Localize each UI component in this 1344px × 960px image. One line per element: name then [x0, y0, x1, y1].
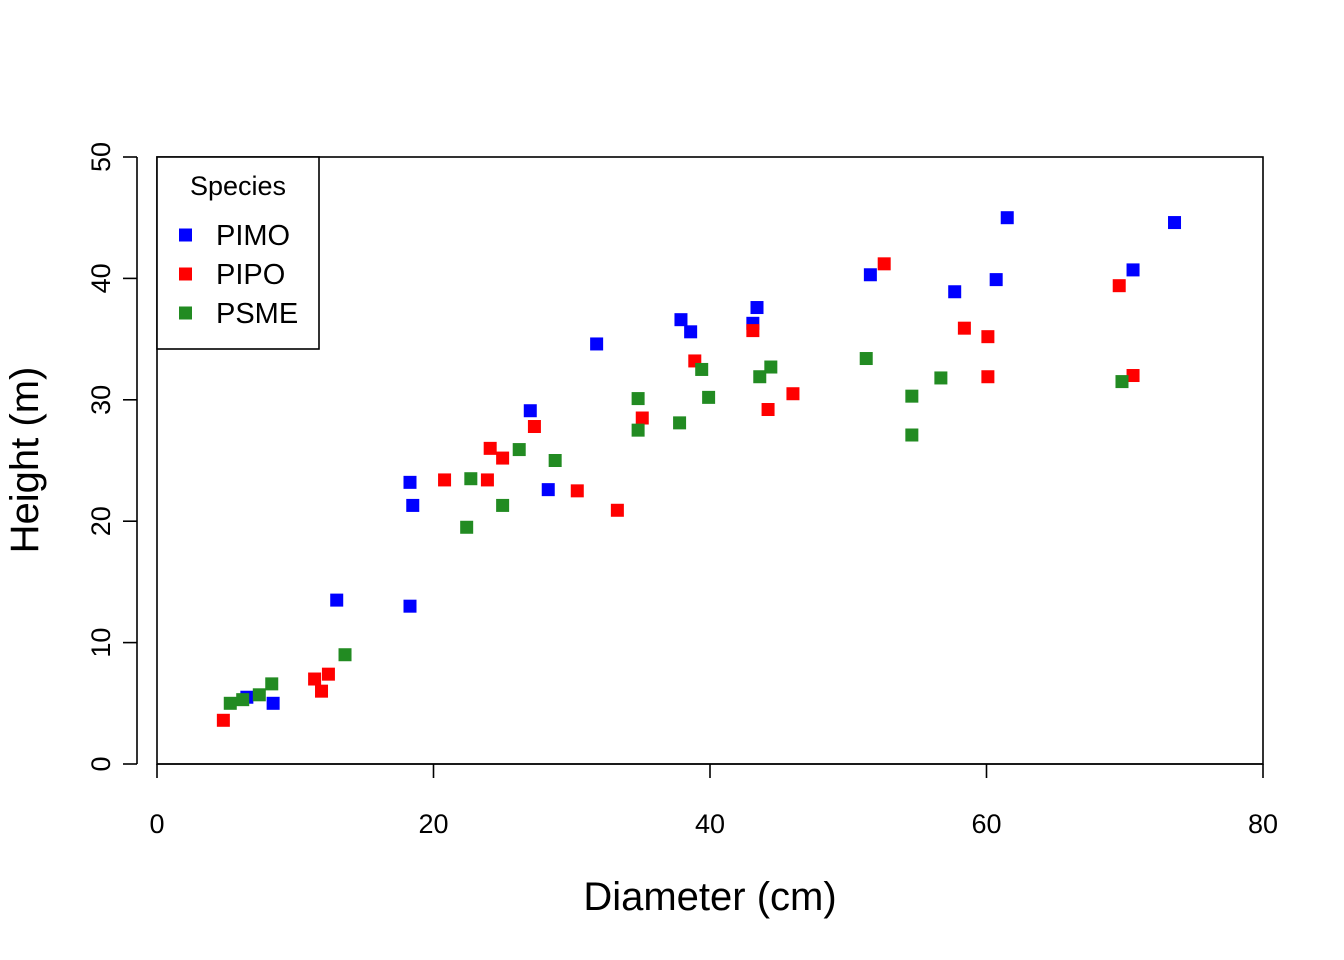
y-tick-label: 10: [86, 628, 116, 658]
point-pimo: [590, 337, 604, 351]
point-pipo: [483, 441, 497, 455]
point-pipo: [786, 387, 800, 401]
point-pimo: [266, 696, 280, 710]
point-pimo: [1126, 263, 1140, 277]
point-psme: [236, 693, 250, 707]
point-pipo: [761, 403, 775, 417]
y-axis-title: Height (m): [3, 367, 47, 554]
point-pipo: [570, 484, 584, 498]
legend-label-pimo: PIMO: [216, 220, 290, 252]
point-psme: [753, 370, 767, 384]
point-pipo: [321, 667, 335, 681]
point-pimo: [406, 498, 420, 512]
point-pimo: [948, 285, 962, 299]
x-tick-label: 80: [1248, 809, 1278, 839]
point-pipo: [480, 473, 494, 487]
legend: Species PIMO PIPO PSME: [156, 156, 320, 350]
x-tick-label: 60: [971, 809, 1001, 839]
point-pipo: [308, 672, 322, 686]
point-pimo: [750, 301, 764, 315]
point-psme: [905, 389, 919, 403]
y-axis: 0 10 20 30 40 50: [86, 142, 138, 772]
point-pimo: [1000, 211, 1014, 225]
point-pimo: [403, 475, 417, 489]
point-psme: [223, 696, 237, 710]
legend-label-pipo: PIPO: [216, 259, 285, 291]
point-psme: [934, 371, 948, 385]
point-psme: [338, 648, 352, 662]
point-pimo: [1168, 216, 1182, 230]
data-points: [216, 211, 1182, 727]
legend-title: Species: [190, 171, 286, 201]
point-pimo: [541, 483, 555, 497]
point-psme: [702, 390, 716, 404]
point-psme: [905, 428, 919, 442]
point-psme: [512, 443, 526, 457]
y-tick-label: 0: [86, 756, 116, 771]
point-pipo: [981, 370, 995, 384]
point-psme: [764, 360, 778, 374]
point-psme: [673, 416, 687, 430]
x-tick-label: 0: [149, 809, 164, 839]
point-pipo: [496, 451, 510, 465]
point-pimo: [403, 599, 417, 613]
x-axis-title: Diameter (cm): [583, 875, 836, 919]
point-pipo: [1112, 279, 1126, 293]
point-psme: [460, 520, 474, 534]
point-psme: [859, 352, 873, 366]
point-pipo: [1126, 369, 1140, 383]
y-tick-label: 50: [86, 142, 116, 172]
point-psme: [631, 423, 645, 437]
point-pipo: [981, 330, 995, 344]
point-psme: [631, 392, 645, 406]
point-pimo: [523, 404, 537, 418]
x-axis: 0 20 40 60 80: [149, 763, 1278, 839]
point-pimo: [989, 273, 1003, 287]
point-psme: [496, 498, 510, 512]
x-tick-label: 40: [695, 809, 725, 839]
point-pipo: [877, 257, 891, 271]
point-pimo: [684, 325, 698, 339]
legend-label-psme: PSME: [216, 298, 298, 330]
legend-swatch-pimo: [179, 228, 192, 242]
point-psme: [464, 472, 478, 486]
legend-swatch-pipo: [179, 267, 192, 281]
legend-swatch-psme: [179, 306, 192, 320]
point-pipo: [527, 420, 541, 434]
point-pimo: [330, 593, 344, 607]
point-pipo: [610, 503, 624, 517]
point-pimo: [863, 268, 877, 282]
point-pipo: [635, 411, 649, 425]
point-pipo: [957, 321, 971, 335]
point-pipo: [746, 324, 760, 338]
y-tick-label: 40: [86, 263, 116, 293]
point-pipo: [315, 684, 329, 698]
point-pimo: [674, 313, 688, 327]
point-psme: [265, 677, 279, 691]
point-psme: [695, 362, 709, 376]
x-tick-label: 20: [418, 809, 448, 839]
point-pipo: [438, 473, 452, 487]
point-psme: [548, 454, 562, 467]
y-tick-label: 20: [86, 506, 116, 536]
point-pipo: [216, 713, 230, 727]
point-psme: [1115, 375, 1129, 389]
y-tick-label: 30: [86, 385, 116, 415]
legend-items: PIMO PIPO PSME: [179, 220, 298, 330]
point-psme: [252, 688, 266, 702]
